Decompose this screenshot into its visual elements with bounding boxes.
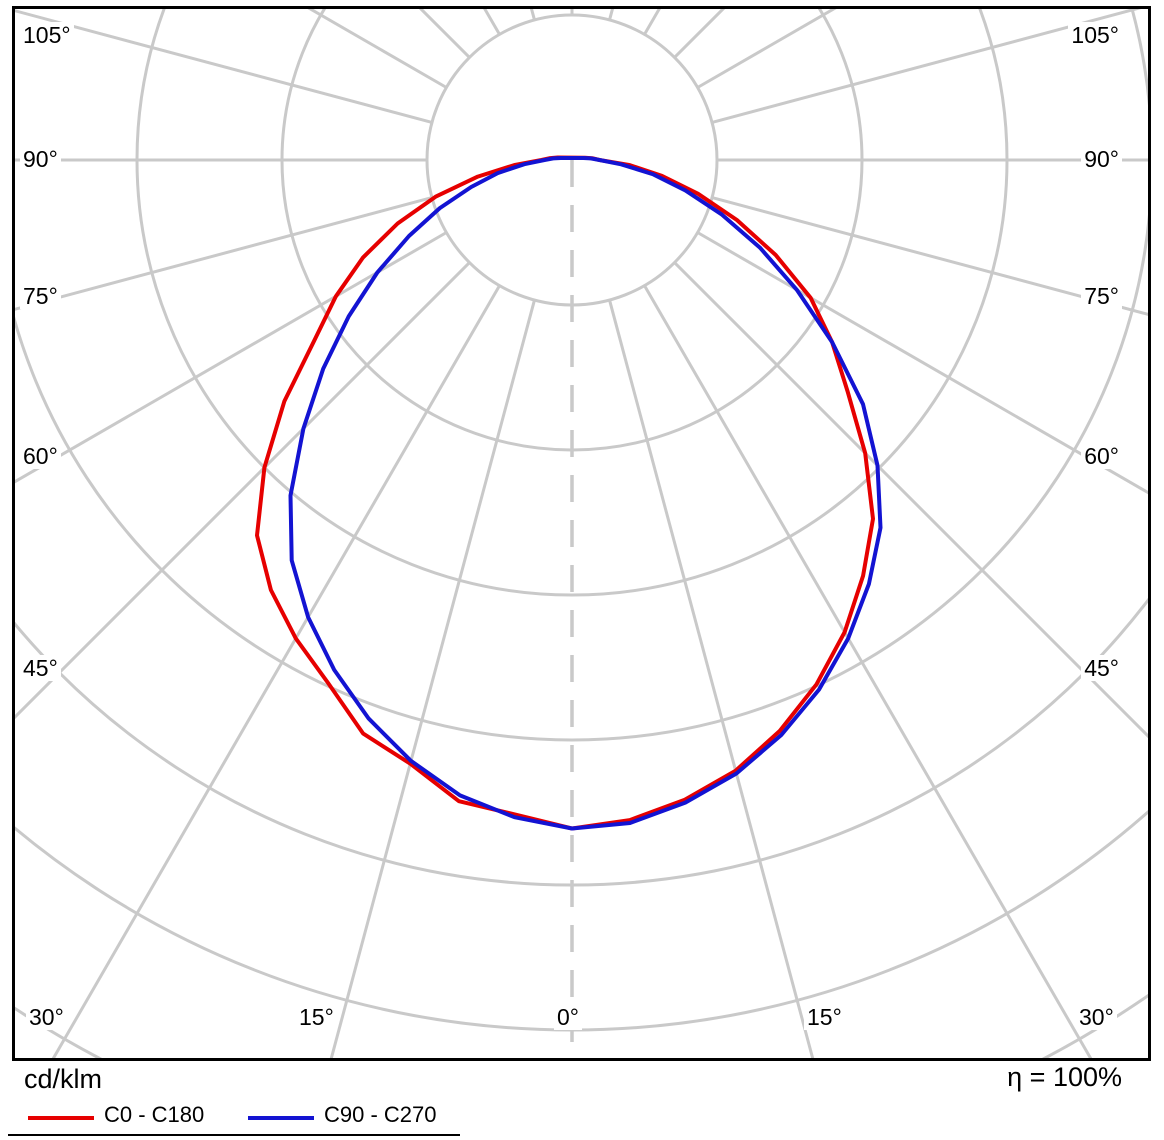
polar-radial-line	[696, 231, 1148, 495]
polar-grid-ring	[15, 597, 1148, 887]
radial-unit-label: cd/klm	[24, 1064, 103, 1094]
polar-radial-line	[418, 9, 471, 59]
tick-bottom-15-left: 15°	[296, 1004, 337, 1030]
polar-radial-line	[608, 9, 615, 21]
polar-radial-line	[15, 231, 448, 484]
polar-radial-line	[15, 9, 433, 124]
intensity-curve-c90-c270	[288, 156, 883, 831]
legend-item-c90-c270: C90 - C270	[248, 1100, 478, 1134]
legend-label-c0-c180: C0 - C180	[104, 1102, 205, 1127]
legend-label-c90-c270: C90 - C270	[324, 1102, 437, 1127]
polar-radial-line	[15, 261, 471, 720]
polar-radial-line	[711, 196, 1148, 316]
tick-right-60: 60°	[1081, 443, 1122, 469]
polar-plot-area	[12, 6, 1151, 1061]
tick-left-60: 60°	[20, 443, 61, 469]
polar-radial-line	[643, 284, 1093, 1058]
tick-right-90: 90°	[1081, 146, 1122, 172]
legend-item-c0-c180: C0 - C180	[28, 1100, 248, 1134]
tick-right-45: 45°	[1081, 655, 1122, 681]
legend-divider	[8, 1134, 460, 1136]
polar-radial-line	[711, 9, 1142, 124]
polar-radial-line	[673, 261, 1148, 739]
tick-bottom-30-right: 30°	[1076, 1004, 1117, 1030]
polar-grid-and-curves	[15, 9, 1148, 1058]
polar-radial-line	[529, 9, 536, 21]
polar-radial-line	[696, 9, 837, 89]
polar-radial-line	[51, 284, 501, 1058]
tick-right-105: 105°	[1068, 22, 1122, 48]
polar-radial-line	[608, 299, 815, 1058]
legend: C0 - C180 C90 - C270	[0, 1100, 1164, 1134]
polar-radial-line	[307, 9, 448, 89]
tick-left-75: 75°	[20, 283, 61, 309]
polar-grid-ring	[15, 993, 1148, 1058]
polar-radial-line	[329, 299, 536, 1058]
tick-left-90: 90°	[20, 146, 61, 172]
tick-left-45: 45°	[20, 655, 61, 681]
legend-swatch-c90-c270	[248, 1116, 314, 1120]
efficiency-label: η = 100%	[1007, 1062, 1122, 1092]
polar-grid-ring	[15, 9, 1148, 742]
intensity-curve-c0-c180	[255, 155, 875, 831]
tick-bottom-30-left: 30°	[26, 1004, 67, 1030]
tick-bottom-0: 0°	[554, 1004, 582, 1030]
polar-grid-ring	[15, 809, 1148, 1032]
tick-bottom-15-right: 15°	[804, 1004, 845, 1030]
tick-right-75: 75°	[1081, 283, 1122, 309]
legend-swatch-c0-c180	[28, 1116, 94, 1120]
tick-left-105: 105°	[20, 22, 74, 48]
polar-radial-line	[15, 196, 433, 311]
